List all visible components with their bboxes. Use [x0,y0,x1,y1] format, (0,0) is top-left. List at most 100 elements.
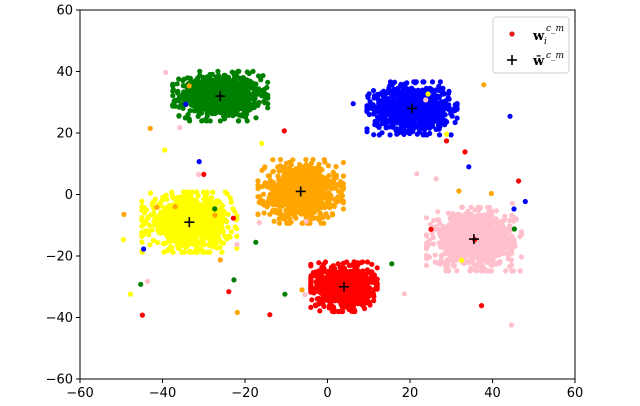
data-point [189,92,195,98]
data-point [389,123,395,130]
data-point [164,196,170,202]
data-point [220,240,227,246]
data-point [158,230,164,236]
data-point [440,227,446,233]
data-point [281,186,287,192]
data-point [215,234,221,240]
data-point [148,190,154,196]
data-point [327,196,333,203]
data-point [436,94,442,100]
data-point [448,132,454,138]
data-point [452,102,458,108]
data-point [483,249,489,255]
data-point [486,229,492,235]
data-point [489,262,495,268]
data-point [482,212,488,218]
data-point [283,172,289,178]
data-point [443,263,449,269]
data-point [291,167,297,173]
data-point [219,224,225,230]
data-point [318,195,324,201]
data-point [160,221,166,228]
data-point [270,157,276,163]
data-point [458,223,464,229]
data-point [379,130,385,136]
data-point [318,167,324,173]
data-point [187,249,193,255]
cluster-1 [364,79,460,138]
data-point [181,196,187,202]
data-point [433,87,439,93]
data-point [315,185,321,191]
data-point [503,243,509,249]
data-point [372,122,378,128]
data-point [451,263,457,269]
data-point [242,110,248,116]
data-point [364,259,371,265]
data-point [208,207,214,213]
cluster-3 [139,189,240,255]
data-point [285,167,291,174]
data-point [187,193,193,199]
data-point [419,104,426,111]
data-point [222,189,228,195]
data-point [198,110,204,116]
data-point [482,254,488,260]
data-point [333,164,339,170]
data-point [176,76,182,82]
data-point [398,81,404,87]
data-point [198,223,204,229]
data-point [472,251,478,257]
data-point [432,252,438,258]
data-point [426,254,433,260]
data-point [317,190,323,196]
data-point [317,180,323,186]
data-point [206,86,213,92]
data-point [170,83,176,89]
data-point [217,104,223,111]
data-point [292,193,298,199]
data-point [402,81,408,87]
data-point [388,106,394,112]
data-point [425,124,431,130]
cluster-4 [423,204,525,274]
data-point [480,218,486,224]
data-point [484,268,490,274]
data-point [203,208,209,214]
data-point [442,122,448,128]
data-point [435,118,442,124]
data-point [255,211,261,217]
data-point [222,116,228,122]
data-point [414,131,420,137]
data-point [402,117,408,123]
data-point [423,215,430,221]
data-point [270,168,277,174]
data-point [444,259,450,265]
data-point [305,176,311,182]
data-point [173,219,179,225]
data-point [485,204,491,210]
data-point [169,193,175,199]
data-point [228,89,234,95]
data-point [227,233,233,239]
data-point [468,204,474,210]
data-point [151,210,157,216]
data-point [170,93,176,99]
data-point [217,76,223,82]
data-point [306,181,312,187]
data-point [415,120,421,126]
data-point [452,119,458,126]
data-point [190,189,196,195]
data-point [234,245,240,251]
data-point [204,101,210,107]
data-point [200,101,206,107]
data-point [255,102,261,108]
data-point [193,205,199,212]
data-point [289,182,295,188]
data-point [174,81,180,87]
data-point [476,236,482,242]
data-point [301,196,307,202]
data-point [294,178,300,184]
data-point [436,132,443,138]
data-point [449,222,455,228]
